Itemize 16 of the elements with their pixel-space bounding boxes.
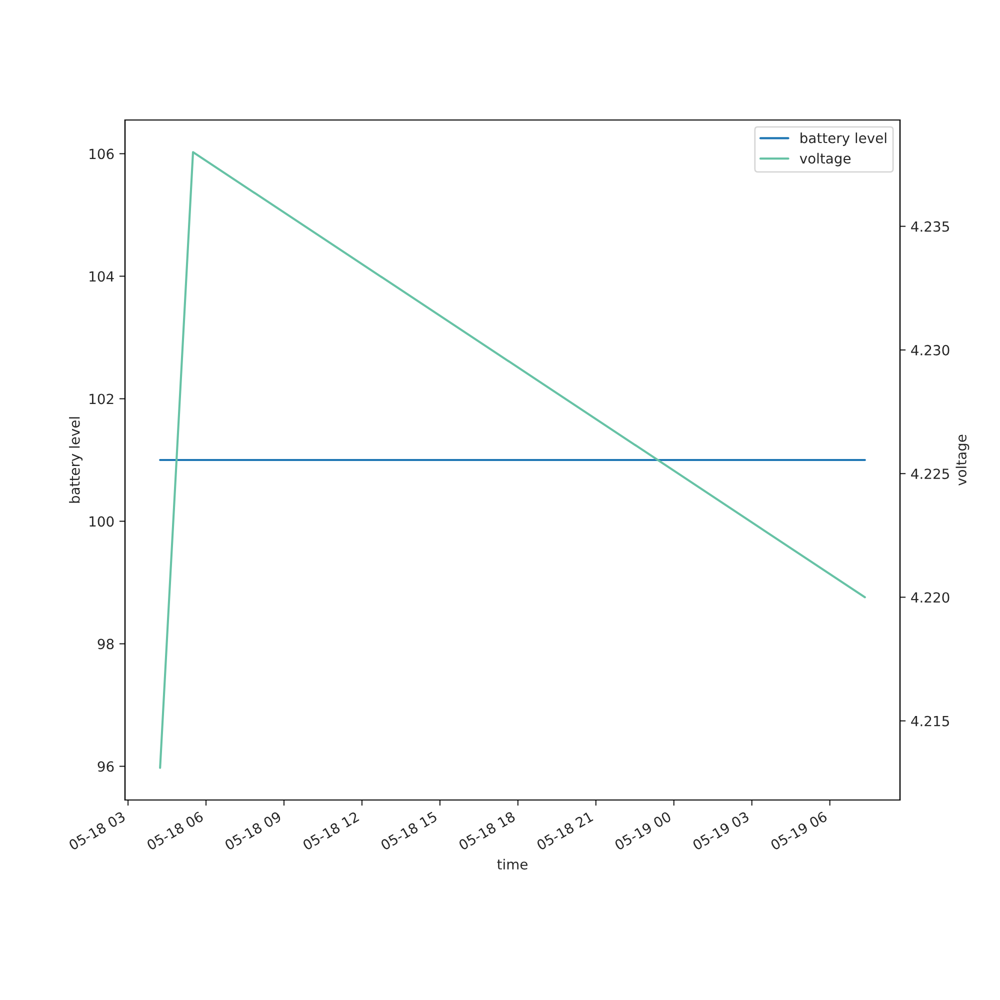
y-tick-label: 96	[98, 761, 114, 772]
x-axis-title: time	[497, 858, 528, 870]
y2-tick-label: 4.220	[911, 592, 950, 603]
legend-label: voltage	[800, 152, 851, 166]
y2-tick-label: 4.215	[911, 716, 949, 726]
y-tick-label: 98	[98, 638, 114, 650]
y2-axis-title: voltage	[956, 434, 970, 486]
y-axis-title: battery level	[69, 417, 83, 503]
y-tick-label: 100	[90, 516, 114, 527]
y2-tick-label: 4.235	[911, 221, 949, 232]
y-tick-label: 104	[90, 271, 114, 282]
y2-tick-label: 4.225	[911, 468, 949, 480]
y-tick-label: 102	[90, 394, 114, 404]
y2-tick-label: 4.230	[911, 344, 950, 356]
y-tick-label: 106	[90, 148, 114, 160]
legend-label: battery level	[800, 132, 886, 146]
